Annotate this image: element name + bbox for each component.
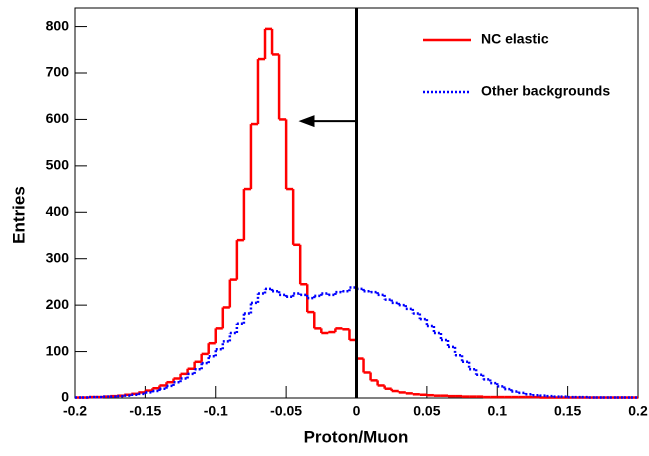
y-tick-label: 800 (46, 17, 70, 33)
y-tick-label: 700 (46, 64, 70, 80)
y-tick-label: 0 (61, 389, 69, 405)
x-tick-label: -0.15 (129, 403, 161, 419)
x-tick-label: 0 (353, 403, 361, 419)
y-axis-title: Entries (9, 186, 28, 244)
x-axis-title: Proton/Muon (304, 427, 409, 446)
x-tick-label: 0.05 (413, 403, 440, 419)
x-tick-label: 0.1 (488, 403, 508, 419)
x-tick-label: -0.1 (204, 403, 228, 419)
cut-arrow-head (298, 115, 315, 128)
y-tick-label: 100 (46, 342, 70, 358)
x-tick-label: 0.2 (628, 403, 648, 419)
y-tick-label: 400 (46, 203, 70, 219)
x-tick-label: -0.05 (270, 403, 302, 419)
y-tick-label: 300 (46, 249, 70, 265)
y-tick-label: 600 (46, 110, 70, 126)
x-tick-label: -0.2 (63, 403, 87, 419)
x-tick-label: 0.15 (554, 403, 581, 419)
legend-label: Other backgrounds (481, 83, 610, 99)
legend-label: NC elastic (481, 31, 549, 47)
y-tick-label: 200 (46, 296, 70, 312)
y-tick-label: 500 (46, 157, 70, 173)
